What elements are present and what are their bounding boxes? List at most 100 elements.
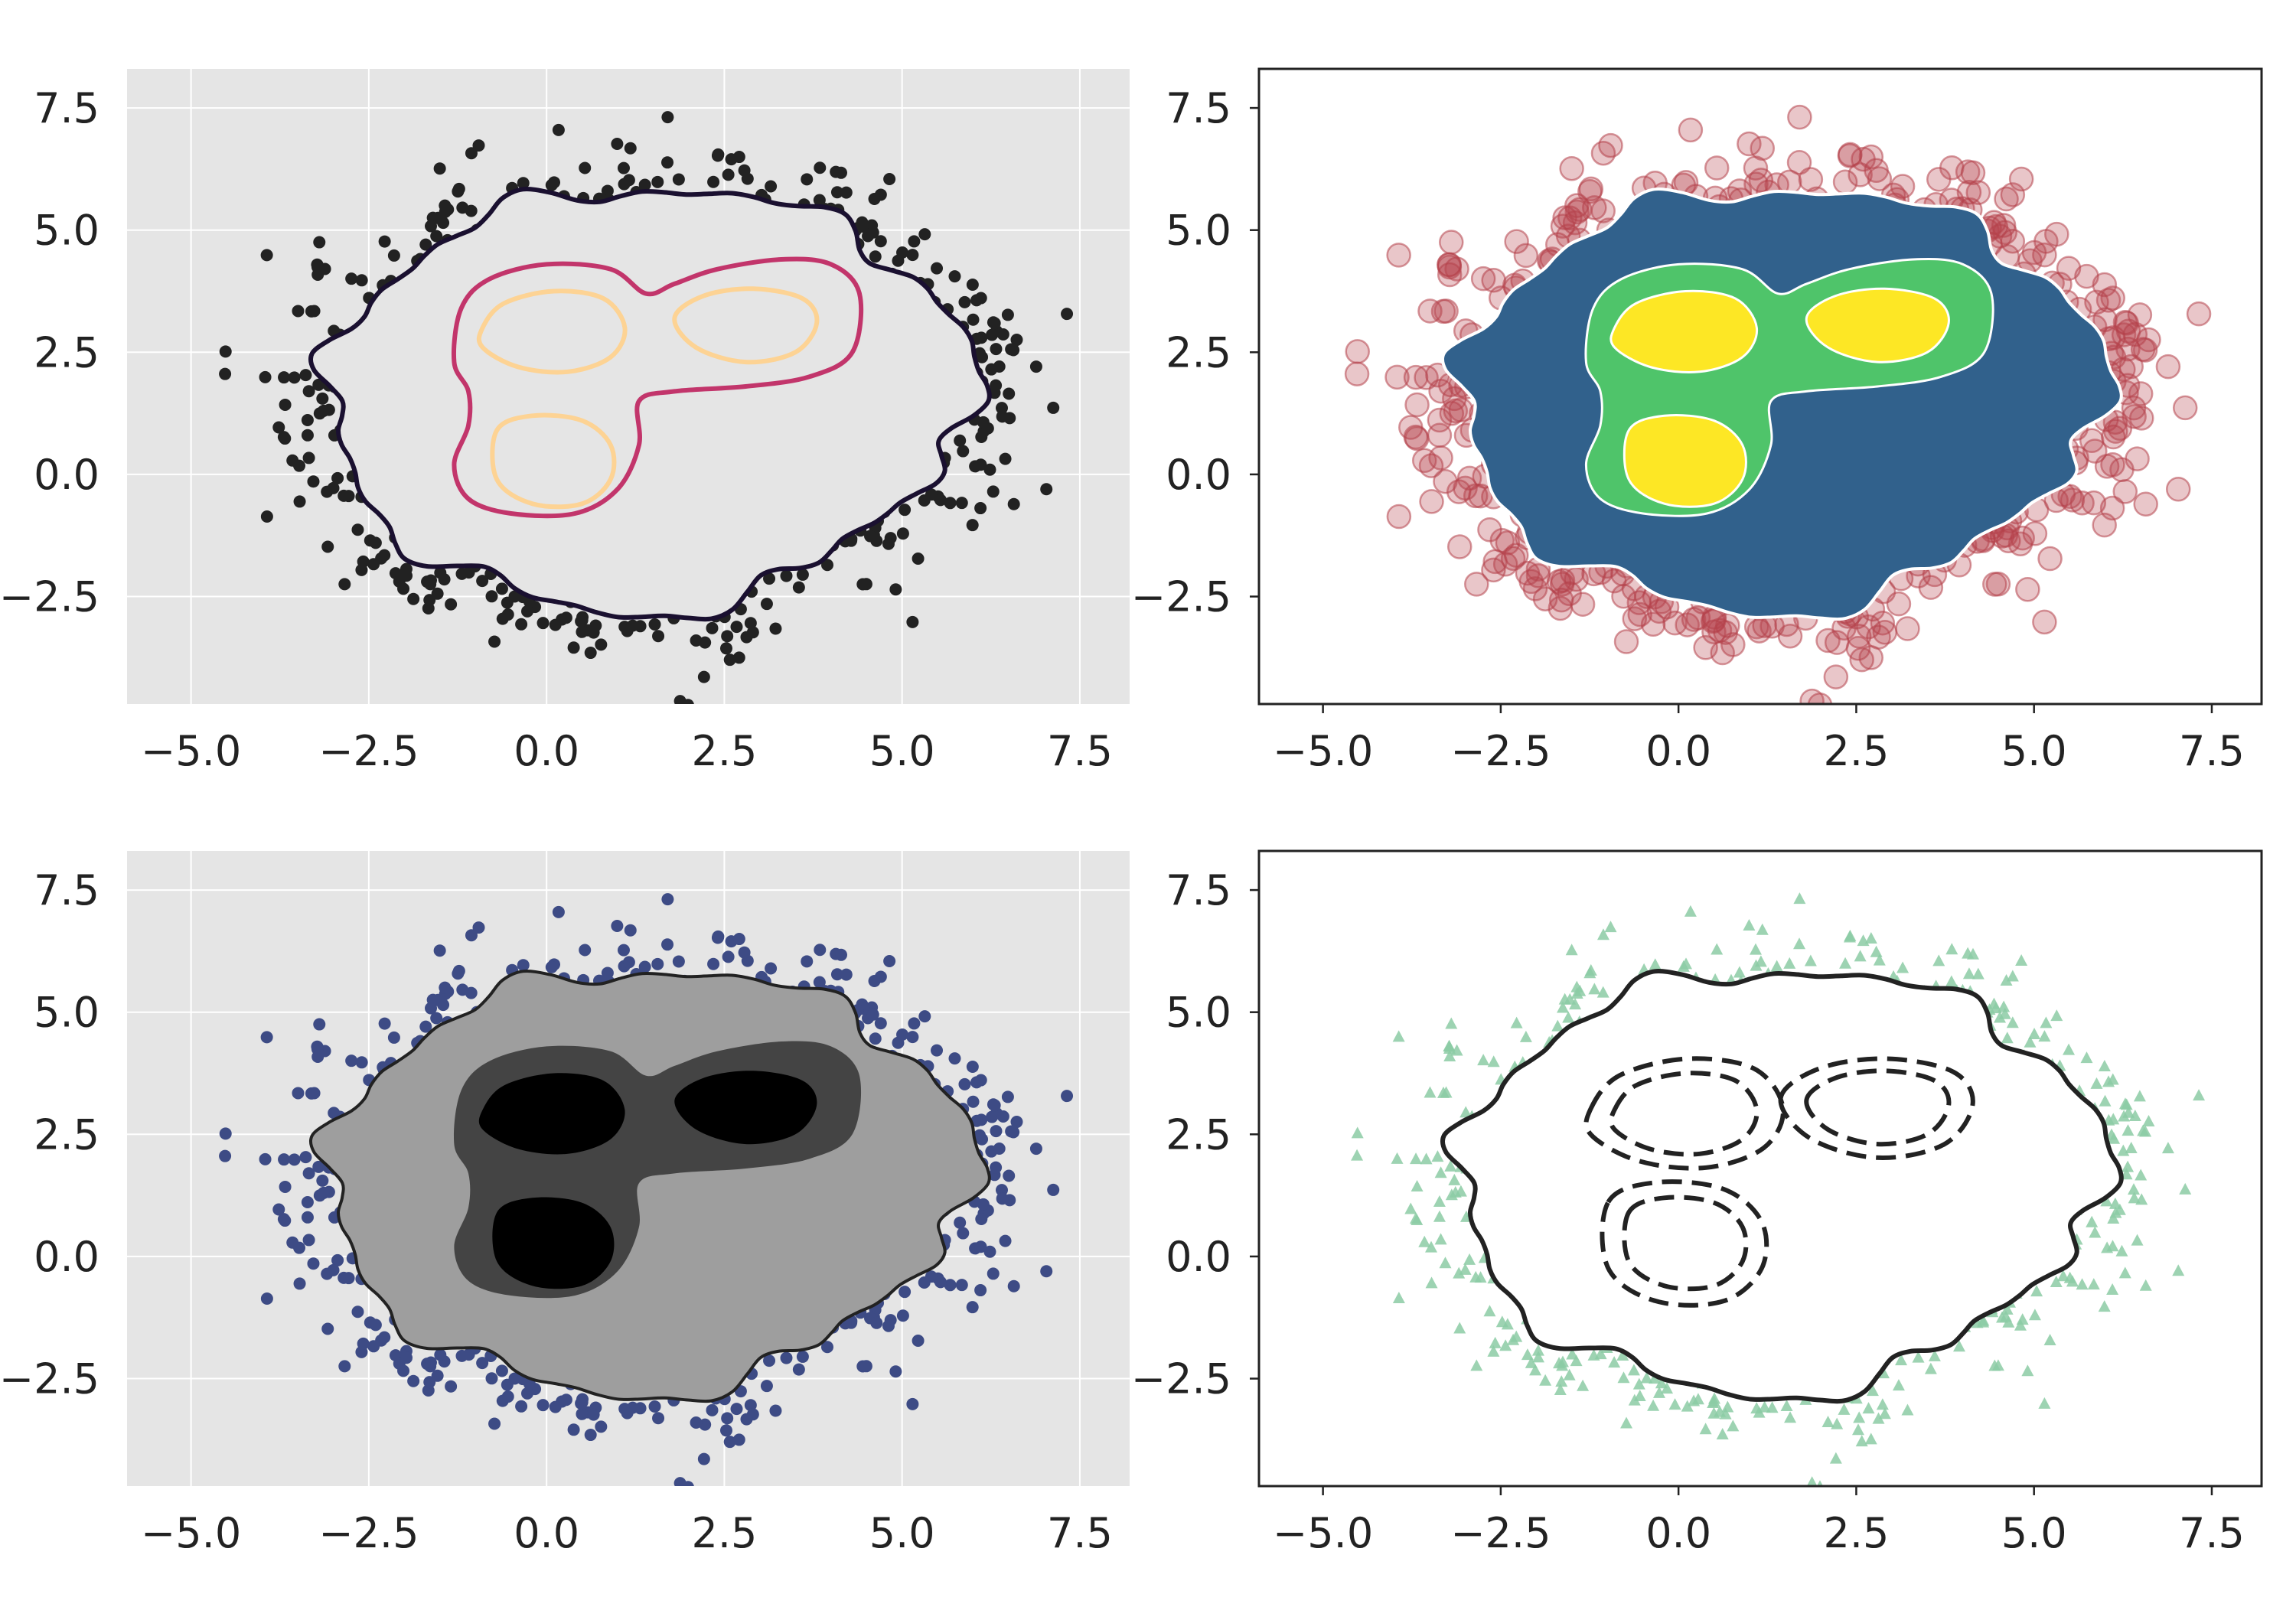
scatter-point (1529, 1364, 1542, 1376)
scatter-point (1962, 967, 1975, 980)
scatter-point (866, 226, 879, 239)
scatter-point (1601, 568, 1627, 594)
scatter-point (2165, 477, 2191, 502)
scatter-point (1563, 1368, 1576, 1380)
scatter-point (595, 1420, 608, 1433)
scatter-point (738, 946, 751, 959)
scatter-point (357, 1337, 370, 1350)
scatter-point (931, 262, 944, 275)
contour-level-3 (478, 1073, 625, 1155)
scatter-point (433, 162, 446, 175)
scatter-point (2142, 1115, 2155, 1127)
scatter-point (1932, 954, 1945, 966)
scatter-point (906, 249, 919, 262)
scatter-point (1816, 1480, 1824, 1486)
scatter-point (974, 1074, 987, 1087)
scatter-point (423, 594, 436, 607)
scatter-point (2139, 1279, 2152, 1291)
scatter-point (1425, 1240, 1438, 1253)
scatter-point (874, 235, 887, 248)
scatter-point (1994, 186, 2019, 212)
scatter-point (1945, 943, 1958, 955)
scatter-point (488, 1417, 501, 1430)
scatter-point (515, 618, 528, 631)
contour-level-3 (674, 1071, 817, 1145)
scatter-point (1566, 1348, 1579, 1360)
scatter-point (889, 583, 902, 596)
scatter-point (1870, 610, 1896, 636)
scatter-point (1564, 193, 1590, 218)
scatter-point (378, 1331, 391, 1344)
scatter-point (1565, 944, 1578, 956)
scatter-point (313, 1018, 326, 1031)
y-tick-label: 7.5 (34, 866, 99, 914)
scatter-point (576, 1393, 589, 1406)
scatter-point (400, 569, 413, 582)
scatter-point (2106, 1240, 2119, 1252)
scatter-point (1798, 167, 1824, 192)
scatter-point (996, 410, 1009, 423)
scatter-point (2172, 1264, 2185, 1276)
scatter-point (584, 647, 597, 660)
y-tick-label: 0.0 (1166, 1233, 1231, 1281)
scatter-point (1864, 932, 1877, 944)
scatter-point (896, 1028, 909, 1041)
scatter-point (697, 670, 710, 683)
scatter-point (2106, 1283, 2119, 1296)
scatter-point (1442, 386, 1467, 412)
scatter-point (302, 1234, 315, 1247)
scatter-point (966, 1061, 979, 1074)
scatter-point (706, 1403, 719, 1416)
contour-level-2 (452, 256, 864, 519)
scatter-point (272, 421, 285, 434)
x-tick-label: −5.0 (1273, 727, 1373, 775)
scatter-point (868, 975, 881, 988)
scatter-point (288, 1153, 301, 1166)
scatter-point (301, 413, 314, 426)
scatter-point (622, 956, 635, 969)
scatter-point (1510, 1016, 1523, 1028)
scatter-point (1960, 160, 1986, 186)
scatter-point (425, 220, 438, 233)
scatter-point (1007, 1279, 1020, 1292)
scatter-point (1403, 364, 1429, 390)
scatter-point (1444, 1159, 1457, 1172)
scatter-point (1459, 1263, 1472, 1275)
scatter-point (1750, 135, 1776, 161)
scatter-point (1720, 632, 1746, 657)
scatter-point (732, 151, 745, 164)
scatter-point (1410, 1152, 1423, 1165)
y-tick-label: 0.0 (34, 451, 99, 499)
scatter-point (617, 944, 630, 957)
x-tick-label: −5.0 (141, 1509, 241, 1557)
scatter-point (1838, 142, 1863, 168)
scatter-point (2001, 1032, 2014, 1044)
scatter-point (760, 1380, 773, 1393)
scatter-point (1839, 957, 1852, 969)
scatter-point (830, 186, 843, 199)
x-tick-label: 0.0 (1645, 727, 1711, 775)
scatter-point (1640, 1371, 1653, 1384)
scatter-point (1439, 230, 1464, 255)
panel-top-left: −5.0 −2.5 0.0 2.5 5.0 7.5 −2.5 0.0 2.5 5.0 7.5 (0, 69, 1130, 775)
scatter-point (1655, 1377, 1668, 1389)
scatter-point (621, 1407, 634, 1420)
scatter-point (2021, 240, 2047, 266)
scatter-point (732, 933, 745, 946)
scatter-point (2008, 166, 2034, 192)
scatter-point (1844, 929, 1857, 941)
scatter-point (367, 558, 380, 571)
y-tick-label: 7.5 (1166, 84, 1231, 132)
scatter-point (634, 1402, 647, 1415)
scatter-point (1386, 504, 1412, 530)
scatter-point (301, 1211, 314, 1224)
scatter-point (321, 1322, 334, 1335)
scatter-point (2118, 1110, 2131, 1122)
contour-level-3 (672, 286, 820, 365)
scatter-point (740, 1413, 753, 1426)
scatter-point (869, 250, 882, 263)
scatter-point (1477, 517, 1502, 543)
y-tick-label: 2.5 (1166, 1110, 1231, 1159)
scatter-point (1392, 1292, 1405, 1304)
